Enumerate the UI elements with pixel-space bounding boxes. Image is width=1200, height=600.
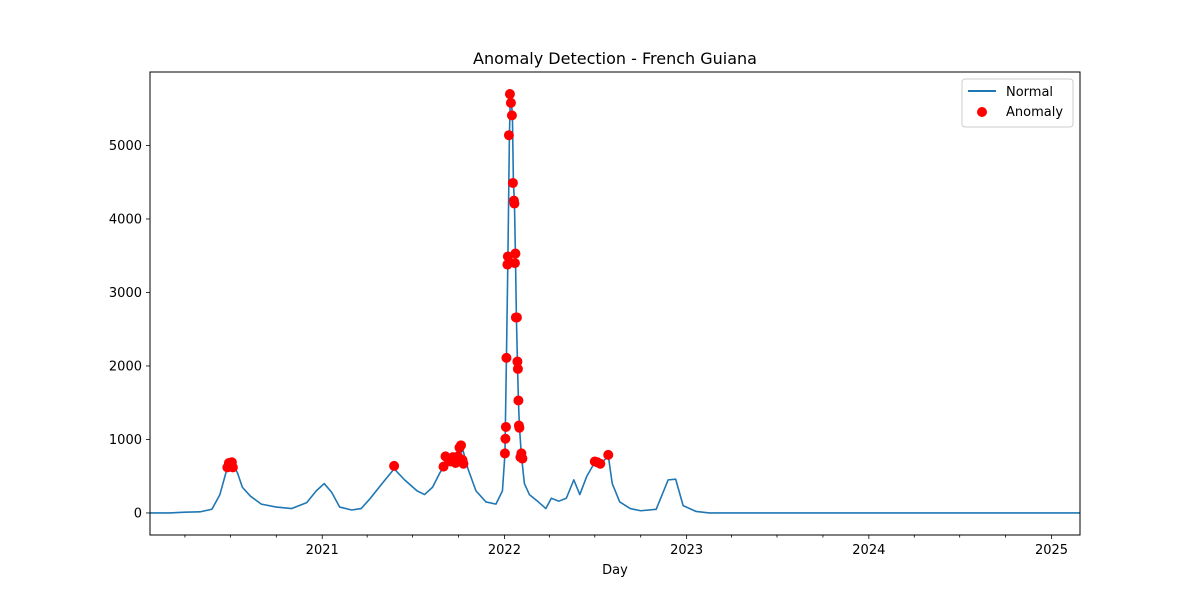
anomaly-point <box>499 448 510 459</box>
y-tick-label: 5000 <box>109 139 142 154</box>
plot-frame <box>149 71 1081 536</box>
x-tick-label: 2025 <box>1035 543 1068 558</box>
anomaly-point <box>509 198 520 209</box>
anomaly-point <box>517 453 528 464</box>
chart-title: Anomaly Detection - French Guiana <box>473 49 757 68</box>
anomaly-point <box>511 312 522 323</box>
anomaly-point <box>510 248 521 259</box>
y-tick-label: 2000 <box>109 359 142 374</box>
anomaly-point <box>389 460 400 471</box>
x-axis-label: Day <box>602 563 628 578</box>
anomaly-point <box>504 89 515 100</box>
anomaly-point <box>505 97 516 108</box>
anomaly-point <box>603 449 614 460</box>
anomaly-point <box>456 440 466 451</box>
x-tick-label: 2022 <box>488 543 521 558</box>
legend: Normal Anomaly <box>961 78 1074 128</box>
x-tick-label: 2023 <box>670 543 703 558</box>
anomaly-point <box>500 433 511 444</box>
legend-normal-label: Normal <box>1006 85 1053 100</box>
anomaly-point <box>507 177 518 188</box>
anomaly-point <box>503 130 514 141</box>
anomaly-point <box>506 110 517 121</box>
anomaly-point <box>513 395 524 406</box>
anomaly-point <box>512 356 523 367</box>
anomaly-point <box>509 258 520 269</box>
anomaly-point <box>501 352 512 363</box>
x-axis-ticks: 2021 2022 2023 2024 2025 <box>184 535 1068 558</box>
legend-anomaly-marker <box>977 107 987 117</box>
anomaly-point <box>512 363 523 374</box>
y-tick-label: 3000 <box>109 286 142 301</box>
y-tick-label: 0 <box>134 506 142 521</box>
anomaly-point <box>502 259 513 270</box>
y-tick-label: 1000 <box>109 433 142 448</box>
anomaly-point <box>502 251 513 262</box>
anomaly-point <box>595 458 606 469</box>
anomaly-point <box>500 421 511 432</box>
anomaly-point <box>458 458 469 469</box>
anomaly-point <box>514 422 525 433</box>
anomaly-point <box>227 462 238 473</box>
x-tick-label: 2024 <box>852 543 885 558</box>
anomaly-point <box>438 461 449 472</box>
y-axis-ticks: 0 1000 2000 3000 4000 5000 <box>109 139 150 521</box>
series-layer <box>150 89 1080 514</box>
x-tick-label: 2021 <box>306 543 339 558</box>
legend-anomaly-label: Anomaly <box>1006 105 1063 120</box>
y-tick-label: 4000 <box>109 212 142 227</box>
plot-area <box>150 72 1080 535</box>
